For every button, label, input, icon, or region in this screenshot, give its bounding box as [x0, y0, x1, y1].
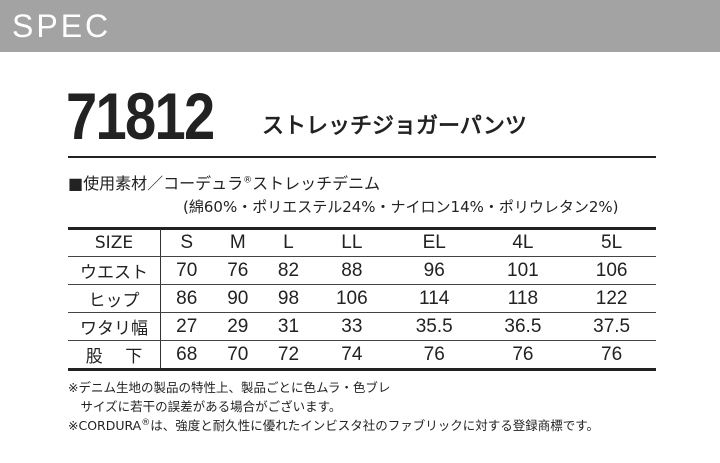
value-cell: 29: [212, 312, 264, 341]
value-cell: 72: [263, 340, 314, 371]
material-prefix: ■使用素材／コーデュラ: [68, 174, 244, 193]
value-cell: 36.5: [478, 312, 568, 341]
header-cell: M: [212, 229, 264, 257]
row-label: ワタリ幅: [68, 312, 161, 341]
value-cell: 88: [313, 256, 390, 285]
note-3-prefix: ※CORDURA: [68, 418, 142, 433]
value-cell: 76: [389, 340, 479, 371]
header-cell: 4L: [478, 229, 568, 257]
note-3-suffix: は、強度と耐久性に優れたインビスタ社のファブリックに対する登録商標です。: [150, 418, 599, 433]
product-number: 71812: [66, 79, 215, 153]
table-header-row: SIZE S M L LL EL 4L 5L: [68, 229, 656, 257]
material-composition: (綿60%・ポリエステル24%・ナイロン14%・ポリウレタン2%): [183, 198, 619, 216]
header-cell: EL: [389, 229, 479, 257]
value-cell: 31: [263, 312, 314, 341]
note-2: サイズに若干の誤差がある場合がございます。: [68, 399, 342, 414]
value-cell: 37.5: [567, 312, 656, 341]
table-row: ウエスト 70 76 82 88 96 101 106: [68, 256, 656, 285]
value-cell: 118: [478, 284, 568, 313]
divider: [68, 156, 656, 158]
value-cell: 106: [313, 284, 390, 313]
value-cell: 74: [313, 340, 390, 371]
value-cell: 114: [389, 284, 479, 313]
value-cell: 76: [567, 340, 656, 371]
value-cell: 98: [263, 284, 314, 313]
value-cell: 82: [263, 256, 314, 285]
note-3: ※CORDURA®は、強度と耐久性に優れたインビスタ社のファブリックに対する登録…: [68, 415, 599, 434]
value-cell: 90: [212, 284, 264, 313]
material-suffix: ストレッチデニム: [252, 174, 381, 193]
value-cell: 70: [212, 340, 264, 371]
header-cell: L: [263, 229, 314, 257]
registered-mark: ®: [141, 417, 151, 428]
size-table: SIZE S M L LL EL 4L 5L ウエスト 70 76 82 88 96 101…: [68, 229, 656, 371]
table-row: 股 下 68 70 72 74 76 76 76: [68, 340, 656, 371]
value-cell: 96: [389, 256, 479, 285]
row-label: 股 下: [68, 340, 161, 371]
table-row: ワタリ幅 27 29 31 33 35.5 36.5 37.5: [68, 312, 656, 341]
header-cell: S: [160, 229, 213, 257]
product-name: ストレッチジョガーパンツ: [262, 114, 527, 139]
value-cell: 86: [160, 284, 213, 313]
value-cell: 76: [212, 256, 264, 285]
table-top-rule: [68, 227, 656, 230]
note-1: ※デニム生地の製品の特性上、製品ごとに色ムラ・色ブレ: [68, 380, 391, 395]
spec-label: SPEC: [12, 8, 112, 44]
header-cell: LL: [313, 229, 390, 257]
header-cell: SIZE: [68, 229, 161, 257]
value-cell: 106: [567, 256, 656, 285]
header-cell: 5L: [567, 229, 656, 257]
value-cell: 35.5: [389, 312, 479, 341]
material-line: ■使用素材／コーデュラ®ストレッチデニム: [68, 170, 380, 194]
value-cell: 76: [478, 340, 568, 371]
value-cell: 27: [160, 312, 213, 341]
spec-header-bar: SPEC: [0, 0, 720, 52]
value-cell: 70: [160, 256, 213, 285]
value-cell: 33: [313, 312, 390, 341]
value-cell: 122: [567, 284, 656, 313]
row-label: ヒップ: [68, 284, 161, 313]
table-row: ヒップ 86 90 98 106 114 118 122: [68, 284, 656, 313]
row-label: ウエスト: [68, 256, 161, 285]
value-cell: 101: [478, 256, 568, 285]
registered-mark: ®: [243, 175, 253, 186]
value-cell: 68: [160, 340, 213, 371]
